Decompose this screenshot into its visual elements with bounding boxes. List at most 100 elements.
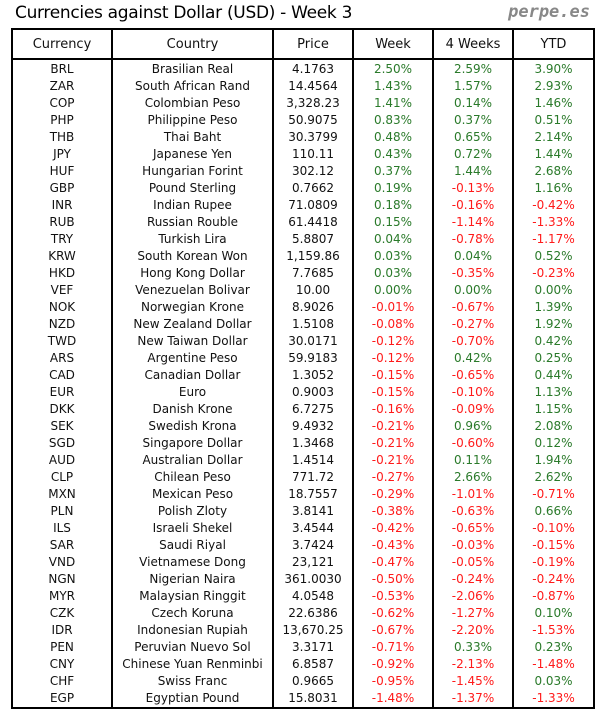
table-row: BRL Brasilian Real 4.1763 2.50% 2.59% 3.90% [11,59,595,78]
ytd-change: 0.44% [512,367,595,384]
week-change: -0.21% [352,435,434,452]
week-change: -0.42% [352,520,434,537]
country-name: Canadian Dollar [111,367,274,384]
currency-code: GBP [11,180,113,197]
week-change: 1.43% [352,78,434,95]
ytd-change: -0.23% [512,265,595,282]
country-name: Singapore Dollar [111,435,274,452]
price: 1.3468 [272,435,354,452]
currency-code: PHP [11,112,113,129]
price: 13,670.25 [272,622,354,639]
four-week-change: 0.04% [432,248,514,265]
ytd-change: 2.93% [512,78,595,95]
table-row: MXN Mexican Peso 18.7557 -0.29% -1.01% -0.71% [11,486,595,503]
country-name: Colombian Peso [111,95,274,112]
week-change: 2.50% [352,59,434,78]
week-change: -0.67% [352,622,434,639]
ytd-change: -0.19% [512,554,595,571]
price: 771.72 [272,469,354,486]
week-change: 0.04% [352,231,434,248]
four-week-change: -0.65% [432,520,514,537]
four-week-change: -1.01% [432,486,514,503]
currency-code: VND [11,554,113,571]
price: 3.8141 [272,503,354,520]
country-name: Venezuelan Bolivar [111,282,274,299]
table-row: HKD Hong Kong Dollar 7.7685 0.03% -0.35% -0.2… [11,265,595,282]
price: 30.0171 [272,333,354,350]
four-week-change: 0.33% [432,639,514,656]
week-change: -0.47% [352,554,434,571]
currency-code: SGD [11,435,113,452]
ytd-change: 1.46% [512,95,595,112]
currency-code: PEN [11,639,113,656]
week-change: 0.19% [352,180,434,197]
four-week-change: 1.44% [432,163,514,180]
ytd-change: -0.10% [512,520,595,537]
four-week-change: 1.57% [432,78,514,95]
country-name: Japanese Yen [111,146,274,163]
four-week-change: -0.65% [432,367,514,384]
ytd-change: 1.39% [512,299,595,316]
country-name: Euro [111,384,274,401]
currency-code: CHF [11,673,113,690]
four-week-change: -0.60% [432,435,514,452]
country-name: Nigerian Naira [111,571,274,588]
ytd-change: 0.10% [512,605,595,622]
week-change: -0.15% [352,367,434,384]
currency-code: EUR [11,384,113,401]
ytd-change: -1.17% [512,231,595,248]
ytd-change: 2.08% [512,418,595,435]
ytd-change: -0.42% [512,197,595,214]
currency-code: CNY [11,656,113,673]
price: 1,159.86 [272,248,354,265]
price: 8.9026 [272,299,354,316]
four-week-change: 0.65% [432,129,514,146]
country-name: Egyptian Pound [111,690,274,708]
price: 59.9183 [272,350,354,367]
price: 71.0809 [272,197,354,214]
week-change: -0.29% [352,486,434,503]
table-row: SEK Swedish Krona 9.4932 -0.21% 0.96% 2.08% [11,418,595,435]
ytd-change: 2.68% [512,163,595,180]
price: 18.7557 [272,486,354,503]
week-change: -0.43% [352,537,434,554]
ytd-change: 0.00% [512,282,595,299]
week-change: -0.62% [352,605,434,622]
week-change: 0.00% [352,282,434,299]
price: 302.12 [272,163,354,180]
table-body: BRL Brasilian Real 4.1763 2.50% 2.59% 3.90% ZA… [11,59,595,708]
country-name: Pound Sterling [111,180,274,197]
four-week-change: 0.14% [432,95,514,112]
ytd-change: 0.66% [512,503,595,520]
country-name: Swedish Krona [111,418,274,435]
week-change: -0.08% [352,316,434,333]
table-row: GBP Pound Sterling 0.7662 0.19% -0.13% 1.16% [11,180,595,197]
table-row: ILS Israeli Shekel 3.4544 -0.42% -0.65% -0.10… [11,520,595,537]
four-week-change: -1.45% [432,673,514,690]
header-4-weeks: 4 Weeks [432,28,514,60]
table-row: AUD Australian Dollar 1.4514 -0.21% 0.11% 1.9… [11,452,595,469]
four-week-change: -2.13% [432,656,514,673]
country-name: Argentine Peso [111,350,274,367]
brand-logo: perpe.es [508,2,590,22]
price: 22.6386 [272,605,354,622]
price: 3.7424 [272,537,354,554]
table-row: COP Colombian Peso 3,328.23 1.41% 0.14% 1.46% [11,95,595,112]
table-row: CHF Swiss Franc 0.9665 -0.95% -1.45% 0.03% [11,673,595,690]
currency-code: SAR [11,537,113,554]
week-change: 0.83% [352,112,434,129]
table-row: PHP Philippine Peso 50.9075 0.83% 0.37% 0.51% [11,112,595,129]
price: 1.3052 [272,367,354,384]
table-row: CZK Czech Koruna 22.6386 -0.62% -1.27% 0.10% [11,605,595,622]
country-name: South Korean Won [111,248,274,265]
table-row: THB Thai Baht 30.3799 0.48% 0.65% 2.14% [11,129,595,146]
price: 0.7662 [272,180,354,197]
ytd-change: -1.48% [512,656,595,673]
ytd-change: 1.16% [512,180,595,197]
week-change: -0.38% [352,503,434,520]
price: 7.7685 [272,265,354,282]
week-change: 1.41% [352,95,434,112]
week-change: -0.15% [352,384,434,401]
four-week-change: -0.67% [432,299,514,316]
week-change: 0.37% [352,163,434,180]
